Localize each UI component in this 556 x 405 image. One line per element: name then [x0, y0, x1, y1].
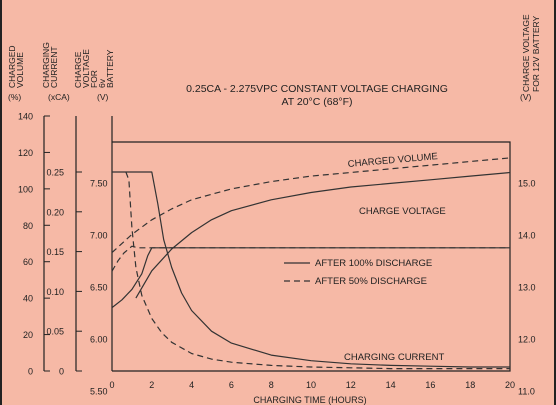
- axis-header-charge-voltage-for-12v-battery-1: FOR 12V BATTERY: [531, 15, 541, 92]
- tick-current-0.05: 0.05: [46, 327, 64, 337]
- tick-volume-60: 60: [23, 257, 33, 267]
- x-tick-2: 2: [149, 380, 154, 390]
- tick-voltage-12v-13.0: 13.0: [518, 282, 536, 292]
- axis-header-charged-volume-0: CHARGED: [7, 45, 17, 88]
- tick-voltage-6v-6.50: 6.50: [90, 282, 108, 292]
- x-tick-8: 8: [269, 380, 274, 390]
- unit-voltage-12v: (V): [520, 92, 532, 102]
- series-charged-volume-100: [135, 171, 511, 299]
- tick-volume-20: 20: [23, 330, 33, 340]
- tick-voltage-12v-15.0: 15.0: [518, 178, 536, 188]
- chart-subtitle: AT 20°C (68°F): [281, 96, 352, 108]
- tick-current-0.25: 0.25: [46, 168, 64, 178]
- x-tick-10: 10: [306, 380, 316, 390]
- tick-current-0.10: 0.10: [46, 287, 64, 297]
- curves: [111, 157, 511, 370]
- series-charging-current-50: [125, 171, 510, 370]
- unit-volume: (%): [8, 92, 21, 102]
- legend: AFTER 100% DISCHARGE AFTER 50% DISCHARGE: [284, 258, 432, 287]
- tick-volume-80: 80: [23, 221, 33, 231]
- plot-frame: [112, 141, 511, 372]
- tick-volume-100: 100: [18, 184, 33, 194]
- legend-label-100: AFTER 100% DISCHARGE: [315, 258, 432, 269]
- curve-label-charge-voltage: CHARGE VOLTAGE: [359, 206, 446, 217]
- tick-current-0.15: 0.15: [46, 247, 64, 257]
- x-tick-0: 0: [109, 380, 114, 390]
- series-charging-current-100: [112, 171, 510, 368]
- series-charged-volume-50: [111, 157, 511, 254]
- x-tick-14: 14: [386, 380, 396, 390]
- tick-voltage-6v-7.50: 7.50: [90, 178, 108, 188]
- tick-current-0: 0: [59, 367, 64, 377]
- axis-header-charge-voltage-for-6v-battery-1: VOLTAGE: [81, 49, 91, 88]
- tick-volume-0: 0: [28, 367, 33, 377]
- axes: [43, 116, 511, 372]
- tick-volume-40: 40: [23, 294, 33, 304]
- unit-voltage-6v: (V): [97, 92, 109, 102]
- x-tick-4: 4: [189, 380, 194, 390]
- x-tick-6: 6: [229, 380, 234, 390]
- axis-header-charged-volume-1: VOLUME: [15, 52, 25, 88]
- curve-label-charging-current: CHARGING CURRENT: [344, 352, 444, 363]
- x-tick-18: 18: [465, 380, 475, 390]
- tick-labels: 0 2 4 6 8 10 12 14 16 18 20 140 120 100 80 60 40 20 0 0.25 0…: [18, 112, 536, 397]
- legend-label-50: AFTER 50% DISCHARGE: [315, 276, 427, 287]
- tick-voltage-12v-11.0: 11.0: [518, 386, 535, 396]
- tick-volume-140: 140: [18, 112, 33, 122]
- axis-header-charge-voltage-for-6v-battery-3: 6v: [97, 78, 107, 88]
- x-tick-20: 20: [505, 380, 515, 390]
- axis-header-charge-voltage-for-6v-battery-2: FOR: [89, 70, 99, 88]
- x-axis-label: CHARGING TIME (HOURS): [253, 395, 366, 405]
- tick-volume-120: 120: [18, 148, 33, 158]
- curve-label-charged-volume: CHARGED VOLUME: [347, 151, 438, 170]
- unit-current: (xCA): [48, 92, 70, 102]
- x-tick-16: 16: [425, 380, 435, 390]
- tick-voltage-6v-7.00: 7.00: [90, 230, 108, 240]
- series-charge-voltage-100: [111, 247, 510, 309]
- axis-header-charge-voltage-for-6v-battery-4: BATTERY: [105, 49, 115, 88]
- axis-header-charge-voltage-for-6v-battery-0: CHARGE: [73, 51, 83, 88]
- axis-header-charging-current-1: CURRENT: [49, 46, 59, 88]
- tick-voltage-12v-14.0: 14.0: [518, 230, 536, 240]
- tick-current-0.20: 0.20: [46, 207, 64, 217]
- axis-header-charge-voltage-for-12v-battery-0: CHARGE VOLTAGE: [521, 14, 531, 92]
- x-tick-12: 12: [346, 380, 356, 390]
- series-charge-voltage-50: [111, 245, 510, 272]
- tick-voltage-12v-12.0: 12.0: [518, 334, 536, 344]
- tick-voltage-6v-5.50: 5.50: [90, 386, 108, 396]
- chart-title: 0.25CA - 2.275VPC CONSTANT VOLTAGE CHARG…: [186, 83, 448, 95]
- axis-header-charging-current-0: CHARGING: [41, 42, 51, 88]
- tick-voltage-6v-6.00: 6.00: [90, 334, 108, 344]
